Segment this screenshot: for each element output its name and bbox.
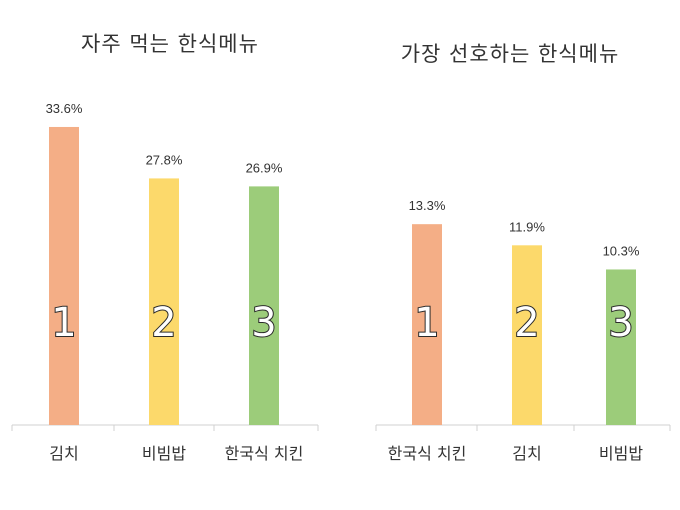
chart-plot: 33.6% 1 김치 27.8% 2 비빔밥 26.9% 3 한국식 치킨 — [11, 101, 319, 463]
chart-frequent-menu: 자주 먹는 한식메뉴 33.6% 1 김치 27.8% 2 비빔밥 26.9% 3 한국식 치킨 — [11, 32, 319, 463]
rank-label: 3 — [251, 300, 276, 346]
bar — [49, 126, 79, 425]
category-label: 김치 — [512, 444, 541, 463]
value-label: 26.9% — [246, 160, 283, 175]
category-label: 비빔밥 — [142, 444, 186, 463]
chart-title: 가장 선호하는 한식메뉴 — [400, 42, 620, 66]
rank-label: 1 — [414, 300, 439, 346]
bar — [606, 269, 636, 425]
bar — [149, 178, 179, 425]
rank-label: 2 — [514, 300, 539, 346]
bar — [412, 224, 442, 425]
chart-preferred-menu: 가장 선호하는 한식메뉴 13.3% 1 한국식 치킨 11.9% 2 김치 10.3% 3 비… — [340, 0, 680, 510]
value-label: 33.6% — [46, 101, 83, 116]
rank-label: 1 — [51, 300, 76, 346]
category-label: 한국식 치킨 — [225, 444, 304, 463]
chart-title: 자주 먹는 한식메뉴 — [81, 32, 259, 56]
bar — [512, 245, 542, 425]
value-label: 27.8% — [146, 152, 183, 167]
value-label: 11.9% — [509, 219, 545, 234]
category-label: 비빔밥 — [599, 444, 643, 463]
rank-label: 2 — [151, 300, 176, 346]
value-label: 10.3% — [603, 243, 640, 258]
rank-label: 3 — [608, 300, 633, 346]
bar — [249, 186, 279, 425]
category-label: 한국식 치킨 — [388, 444, 467, 463]
category-label: 김치 — [49, 444, 78, 463]
value-label: 13.3% — [409, 198, 446, 213]
chart-plot: 13.3% 1 한국식 치킨 11.9% 2 김치 10.3% 3 비빔밥 — [375, 198, 671, 463]
